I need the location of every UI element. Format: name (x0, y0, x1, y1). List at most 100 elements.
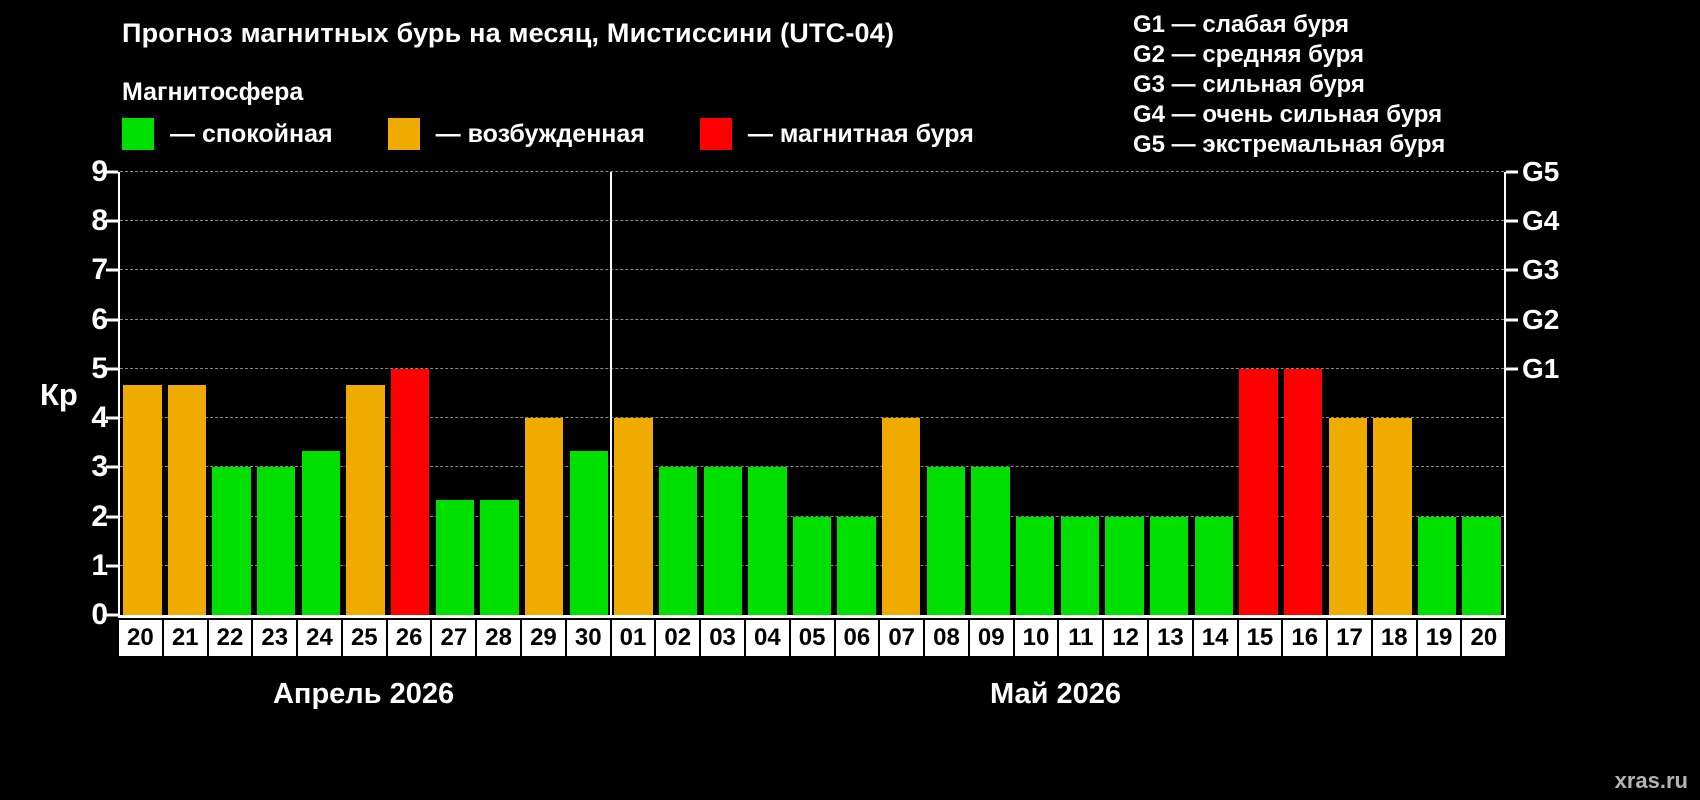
kp-bar (167, 385, 207, 615)
date-cell: 02 (656, 620, 700, 656)
date-cell: 09 (969, 620, 1013, 656)
kp-bar (1149, 516, 1189, 615)
kp-bar (1239, 368, 1278, 615)
y-tick-label: 0 (91, 598, 108, 631)
kp-bar (882, 418, 921, 615)
date-cell: 12 (1104, 620, 1147, 656)
gridline (120, 318, 1504, 320)
g-legend-line: G4 — очень сильная буря (1133, 101, 1443, 128)
gridline (120, 417, 1504, 419)
g-tick-mark (1506, 170, 1518, 174)
date-cell: 29 (522, 620, 565, 656)
g-legend-line: G2 — средняя буря (1133, 41, 1364, 68)
y-tick-label: 1 (91, 548, 108, 582)
y-axis-ticks (106, 170, 118, 617)
quiet-color-swatch (122, 118, 154, 150)
date-axis: 20 21 22 23 24 25 26 27 28 29 30 01 02 03 04 05 06 07 08 09… (118, 620, 1506, 656)
magnetosphere-label: Магнитосфера (122, 78, 304, 106)
g-tick-label: G2 (1522, 303, 1560, 335)
g-tick-mark (1506, 268, 1518, 272)
kp-bar (703, 467, 742, 615)
excited-color-swatch (387, 118, 420, 150)
date-cell: 17 (1328, 620, 1371, 656)
date-cell: 11 (1059, 620, 1103, 656)
g-tick-label: G1 (1522, 352, 1560, 384)
kp-bar (1283, 368, 1323, 615)
y-tick-label: 2 (91, 499, 108, 533)
kp-bar (1328, 418, 1367, 615)
kp-bar (1373, 418, 1412, 615)
y-tick-label: 4 (91, 401, 108, 435)
month-separator (610, 172, 613, 615)
y-tick-mark (106, 613, 118, 617)
y-tick-mark (106, 515, 118, 519)
kp-bar (212, 467, 251, 615)
date-cell: 01 (611, 620, 655, 656)
page-title: Прогноз магнитных бурь на месяц, Мистисс… (122, 18, 895, 48)
kp-bar (301, 451, 341, 615)
plot-area (118, 171, 1506, 618)
date-cell: 28 (477, 620, 521, 656)
y-axis-labels: 0 1 2 3 4 5 6 7 8 9 (28, 155, 108, 631)
date-cell: 23 (253, 620, 297, 656)
date-cell: 13 (1148, 620, 1192, 656)
month-label: Май 2026 (990, 678, 1122, 710)
date-cell: 14 (1193, 620, 1237, 656)
g-legend-line: G3 — сильная буря (1133, 71, 1365, 98)
date-cell: 07 (880, 620, 924, 656)
legend-item-excited: — возбужденная (387, 118, 645, 150)
kp-bar (1016, 516, 1055, 615)
kp-bar (346, 385, 385, 615)
g-tick-label: G3 (1522, 254, 1560, 286)
y-tick-mark (106, 268, 118, 272)
date-cell: 21 (163, 620, 207, 656)
gridline (120, 367, 1504, 369)
g-tick-mark (1506, 219, 1518, 223)
date-cell: 16 (1283, 620, 1327, 656)
date-cell: 26 (387, 620, 431, 656)
kp-bar (123, 385, 162, 615)
date-cell: 06 (835, 620, 879, 656)
date-cell: 24 (298, 620, 341, 656)
watermark: xras.ru (1614, 768, 1688, 793)
g-tick-mark (1506, 367, 1518, 371)
kp-bar (569, 451, 608, 615)
y-tick-label: 5 (91, 351, 108, 385)
gridline (120, 515, 1504, 517)
date-cell: 20 (119, 620, 162, 656)
y-tick-label: 6 (91, 302, 108, 336)
date-cell: 15 (1238, 620, 1282, 656)
kp-bar (390, 368, 430, 615)
y-tick-mark (106, 416, 118, 420)
kp-bar (435, 500, 475, 615)
kp-bar (971, 467, 1010, 615)
kp-bar (614, 418, 653, 615)
g-tick-label: G4 (1522, 205, 1560, 237)
kp-bar (1194, 516, 1233, 615)
g-tick-label: G5 (1522, 156, 1560, 187)
gridline (120, 171, 1504, 172)
date-cell: 03 (701, 620, 744, 656)
right-axis-labels: G1 G2 G3 G4 G5 (1522, 156, 1612, 615)
g-legend-line: G5 — экстремальная буря (1133, 131, 1446, 158)
kp-bar (1105, 516, 1144, 615)
date-cell: 04 (745, 620, 789, 656)
month-labels: Апрель 2026 Май 2026 (118, 678, 1502, 718)
y-tick-mark (106, 564, 118, 568)
kp-bar (792, 516, 832, 615)
kp-bar (1060, 516, 1100, 615)
date-cell: 20 (1462, 620, 1506, 656)
date-cell: 08 (925, 620, 968, 656)
date-cell: 05 (790, 620, 834, 656)
g-legend-line: G1 — слабая буря (1133, 11, 1350, 38)
y-tick-mark (106, 219, 118, 223)
kp-bar (524, 418, 564, 615)
g-tick-mark (1506, 318, 1518, 322)
right-axis-ticks (1506, 170, 1518, 615)
kp-bar (658, 467, 698, 615)
legend-label: — магнитная буря (747, 119, 974, 148)
legend-label: — возбужденная (435, 119, 645, 148)
date-cell: 18 (1372, 620, 1416, 656)
date-cell: 22 (208, 620, 252, 656)
